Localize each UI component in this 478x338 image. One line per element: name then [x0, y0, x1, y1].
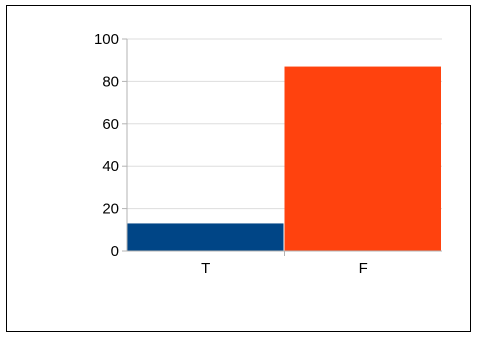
- axes: [122, 38, 442, 256]
- y-tick-label: 0: [111, 243, 119, 260]
- y-tick-label: 100: [94, 31, 119, 48]
- bar-F: [284, 66, 441, 251]
- bars: [127, 66, 441, 251]
- bar-T: [127, 223, 284, 251]
- y-tick-label: 40: [102, 158, 119, 175]
- x-tick-label: T: [201, 260, 210, 277]
- y-tick-label: 20: [102, 201, 119, 218]
- tick-labels: 0 20 40 60 80 100 T F: [94, 31, 368, 277]
- y-tick-label: 60: [102, 116, 119, 133]
- y-tick-label: 80: [102, 73, 119, 90]
- x-tick-label: F: [359, 260, 368, 277]
